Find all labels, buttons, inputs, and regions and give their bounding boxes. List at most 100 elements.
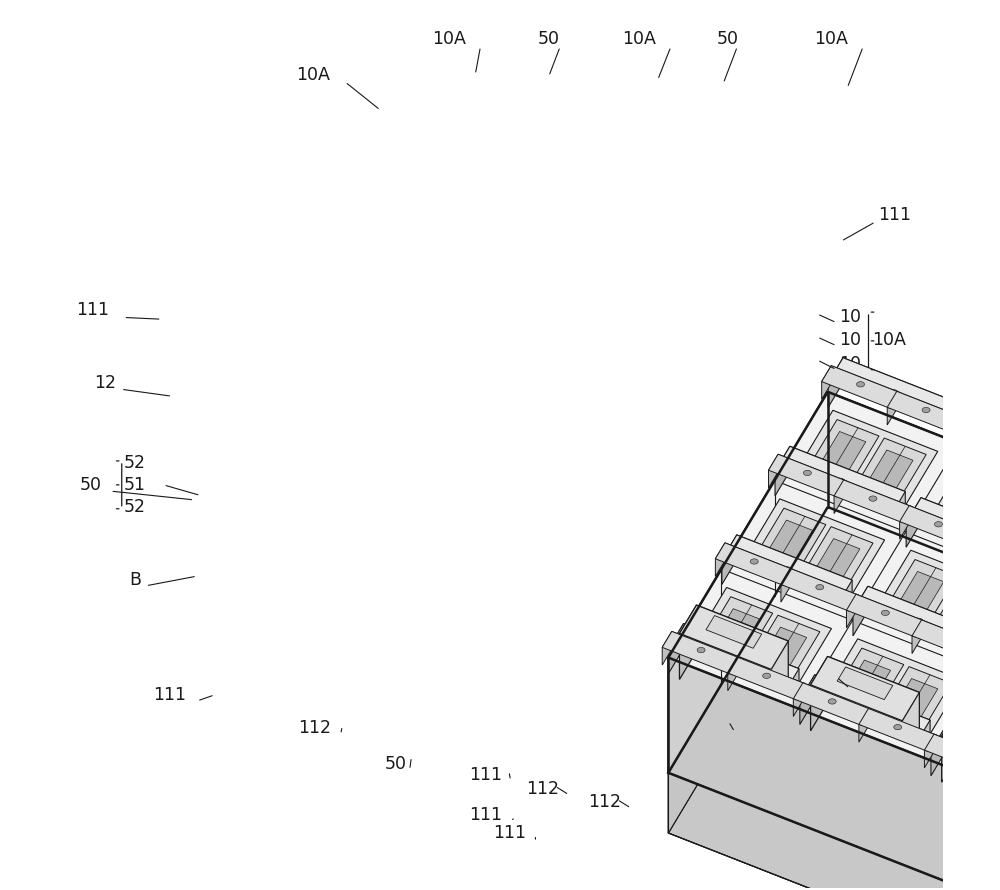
Polygon shape xyxy=(803,683,871,727)
Polygon shape xyxy=(990,760,1000,794)
Polygon shape xyxy=(815,538,860,581)
Polygon shape xyxy=(722,535,852,605)
Polygon shape xyxy=(953,417,962,450)
Ellipse shape xyxy=(888,390,898,396)
Text: 10A: 10A xyxy=(296,66,330,84)
Polygon shape xyxy=(781,569,790,603)
Polygon shape xyxy=(761,627,807,669)
Ellipse shape xyxy=(913,619,923,625)
Polygon shape xyxy=(868,708,937,753)
Polygon shape xyxy=(790,569,859,613)
Polygon shape xyxy=(976,711,1000,754)
Polygon shape xyxy=(728,657,806,700)
Text: 10: 10 xyxy=(839,331,861,350)
Polygon shape xyxy=(845,660,891,702)
Polygon shape xyxy=(706,616,762,648)
Polygon shape xyxy=(984,787,1000,890)
Polygon shape xyxy=(796,410,938,514)
Polygon shape xyxy=(832,648,904,714)
Polygon shape xyxy=(974,409,1000,479)
Polygon shape xyxy=(834,480,912,522)
Polygon shape xyxy=(801,527,873,593)
Polygon shape xyxy=(722,535,737,585)
Polygon shape xyxy=(887,392,897,425)
Polygon shape xyxy=(924,734,1000,777)
Polygon shape xyxy=(800,675,930,745)
Text: 10A: 10A xyxy=(814,30,848,48)
Polygon shape xyxy=(959,558,1000,670)
Polygon shape xyxy=(769,454,846,497)
Polygon shape xyxy=(679,605,788,669)
Polygon shape xyxy=(844,480,912,524)
Polygon shape xyxy=(846,595,856,627)
Polygon shape xyxy=(669,624,684,673)
Text: 112: 112 xyxy=(298,719,331,738)
Polygon shape xyxy=(968,718,1000,751)
Polygon shape xyxy=(922,619,990,664)
Polygon shape xyxy=(828,507,1000,824)
Polygon shape xyxy=(906,498,1000,568)
Polygon shape xyxy=(934,734,1000,779)
Polygon shape xyxy=(737,535,852,605)
Text: 10A: 10A xyxy=(432,30,466,48)
Ellipse shape xyxy=(835,478,845,484)
Polygon shape xyxy=(959,409,974,458)
Polygon shape xyxy=(853,735,984,847)
Text: 50: 50 xyxy=(79,476,101,494)
Polygon shape xyxy=(856,595,924,639)
Ellipse shape xyxy=(991,758,1000,765)
Polygon shape xyxy=(800,675,815,724)
Polygon shape xyxy=(828,657,919,739)
Ellipse shape xyxy=(988,433,996,439)
Polygon shape xyxy=(721,684,853,796)
Ellipse shape xyxy=(959,750,967,756)
Polygon shape xyxy=(725,543,793,587)
Text: 111: 111 xyxy=(493,824,526,842)
Polygon shape xyxy=(793,683,803,716)
Ellipse shape xyxy=(947,635,955,641)
Polygon shape xyxy=(775,595,906,708)
Ellipse shape xyxy=(729,655,739,661)
Ellipse shape xyxy=(697,647,705,652)
Text: 51: 51 xyxy=(124,476,146,494)
Ellipse shape xyxy=(828,699,836,704)
Polygon shape xyxy=(959,708,1000,789)
Polygon shape xyxy=(701,596,773,663)
Polygon shape xyxy=(668,507,828,833)
Polygon shape xyxy=(668,392,828,773)
Text: 112: 112 xyxy=(527,780,560,797)
Polygon shape xyxy=(775,446,905,516)
Polygon shape xyxy=(668,684,721,833)
Text: B: B xyxy=(130,570,142,588)
Polygon shape xyxy=(843,358,958,428)
Polygon shape xyxy=(820,432,866,473)
Polygon shape xyxy=(728,657,737,691)
Polygon shape xyxy=(906,647,1000,758)
Polygon shape xyxy=(874,550,1000,653)
Polygon shape xyxy=(999,501,1000,544)
Polygon shape xyxy=(811,657,828,731)
Polygon shape xyxy=(828,358,958,428)
Ellipse shape xyxy=(935,522,942,527)
Polygon shape xyxy=(952,483,997,525)
Polygon shape xyxy=(978,645,987,679)
Polygon shape xyxy=(990,760,1000,803)
Polygon shape xyxy=(868,587,983,656)
Polygon shape xyxy=(767,520,813,562)
Ellipse shape xyxy=(869,496,877,501)
Ellipse shape xyxy=(922,408,930,413)
Polygon shape xyxy=(828,392,1000,764)
Polygon shape xyxy=(775,507,828,656)
Text: 111: 111 xyxy=(808,674,841,692)
Polygon shape xyxy=(942,708,1000,773)
Polygon shape xyxy=(938,471,1000,537)
Polygon shape xyxy=(793,683,871,725)
Polygon shape xyxy=(775,446,790,496)
Polygon shape xyxy=(853,587,983,656)
Text: 10A: 10A xyxy=(622,30,656,48)
Ellipse shape xyxy=(881,611,889,616)
Polygon shape xyxy=(715,543,725,577)
Polygon shape xyxy=(900,506,909,539)
Polygon shape xyxy=(837,667,893,700)
Ellipse shape xyxy=(763,673,771,678)
